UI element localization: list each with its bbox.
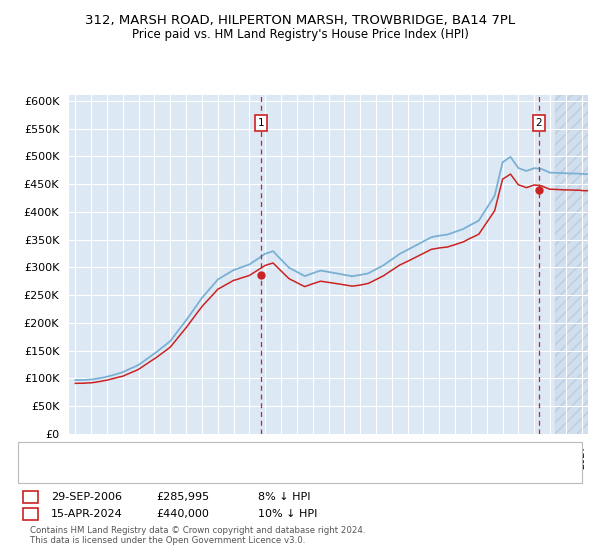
Text: 312, MARSH ROAD, HILPERTON MARSH, TROWBRIDGE, BA14 7PL: 312, MARSH ROAD, HILPERTON MARSH, TROWBR… xyxy=(85,14,515,27)
Text: 15-APR-2024: 15-APR-2024 xyxy=(51,509,123,519)
Text: HPI: Average price, detached house, Wiltshire: HPI: Average price, detached house, Wilt… xyxy=(42,466,270,477)
Text: 2: 2 xyxy=(535,118,542,128)
Bar xyxy=(555,95,588,434)
Text: £440,000: £440,000 xyxy=(156,509,209,519)
Text: 1: 1 xyxy=(27,492,34,502)
Text: 312, MARSH ROAD, HILPERTON MARSH, TROWBRIDGE, BA14 7PL (detached house): 312, MARSH ROAD, HILPERTON MARSH, TROWBR… xyxy=(42,449,457,459)
Text: This data is licensed under the Open Government Licence v3.0.: This data is licensed under the Open Gov… xyxy=(30,536,305,545)
Bar xyxy=(555,95,588,434)
Text: 1: 1 xyxy=(258,118,265,128)
Text: £285,995: £285,995 xyxy=(156,492,209,502)
Text: Contains HM Land Registry data © Crown copyright and database right 2024.: Contains HM Land Registry data © Crown c… xyxy=(30,526,365,535)
Text: 2: 2 xyxy=(27,509,34,519)
Text: Price paid vs. HM Land Registry's House Price Index (HPI): Price paid vs. HM Land Registry's House … xyxy=(131,28,469,41)
Text: 10% ↓ HPI: 10% ↓ HPI xyxy=(258,509,317,519)
Text: 29-SEP-2006: 29-SEP-2006 xyxy=(51,492,122,502)
Text: 8% ↓ HPI: 8% ↓ HPI xyxy=(258,492,311,502)
